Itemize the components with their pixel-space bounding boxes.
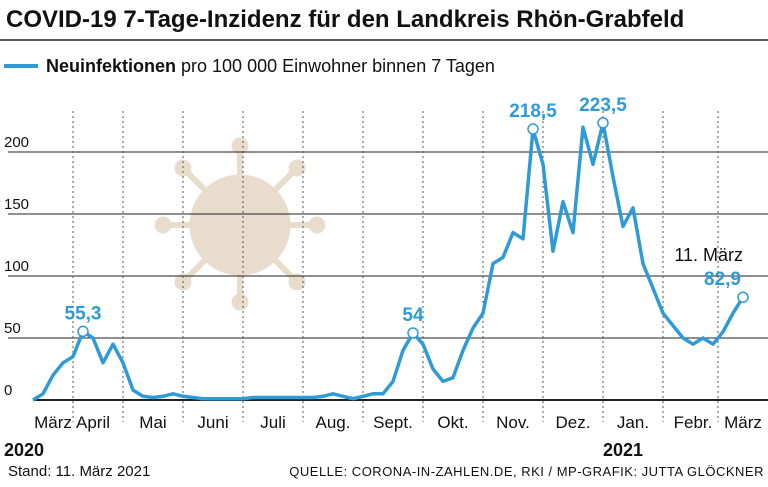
y-tick-label: 0 (4, 382, 12, 399)
peak-marker (737, 291, 749, 303)
x-tick-label: Febr. (674, 413, 713, 432)
year-label: 2020 (4, 440, 44, 460)
virus-icon (154, 137, 326, 311)
chart-title: COVID-19 7-Tage-Inzidenz für den Landkre… (6, 6, 684, 33)
y-tick-label: 50 (4, 320, 21, 337)
peak-marker (527, 123, 539, 135)
data-line (32, 121, 745, 402)
value-label: 54 (402, 305, 424, 326)
legend-label: Neuinfektionen pro 100 000 Einwohner bin… (46, 56, 495, 76)
footnote: Stand: 11. März 2021 (8, 463, 150, 480)
x-tick-label: Juni (197, 413, 228, 432)
peak-marker (77, 325, 89, 338)
x-tick-label: März (724, 413, 762, 432)
x-tick-label: April (76, 413, 110, 432)
y-tick-label: 200 (4, 134, 29, 151)
peak-marker (407, 327, 419, 339)
x-tick-label: Mai (139, 413, 166, 432)
x-tick-label: Jan. (617, 413, 649, 432)
source: QUELLE: CORONA-IN-ZAHLEN.DE, RKI / MP-GR… (289, 464, 764, 479)
value-label: 82,9 (704, 269, 741, 290)
x-tick-label: Nov. (496, 413, 530, 432)
peak-marker (597, 117, 609, 129)
value-label: 223,5 (579, 95, 627, 116)
x-tick-label: Aug. (316, 413, 351, 432)
x-tick-label: März (34, 413, 72, 432)
legend-label-bold: Neuinfektionen (46, 56, 176, 76)
annotation: 11. März (674, 245, 743, 265)
y-tick-label: 100 (4, 258, 29, 275)
x-tick-label: Dez. (556, 413, 591, 432)
value-label: 218,5 (509, 101, 557, 122)
legend-label-rest: pro 100 000 Einwohner binnen 7 Tagen (176, 56, 495, 76)
y-tick-label: 150 (4, 196, 29, 213)
value-label: 55,3 (65, 303, 102, 324)
x-tick-label: Sept. (373, 413, 413, 432)
x-tick-label: Okt. (437, 413, 468, 432)
year-label: 2021 (603, 440, 643, 460)
x-tick-label: Juli (260, 413, 286, 432)
